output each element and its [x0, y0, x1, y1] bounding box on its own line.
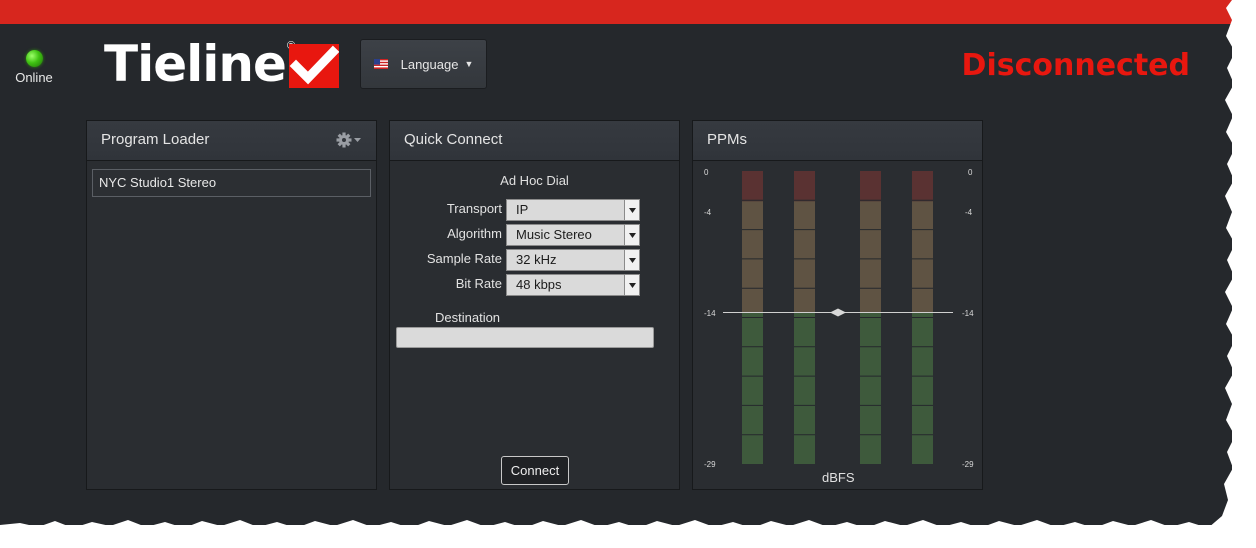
us-flag-icon — [373, 59, 388, 69]
algorithm-value: Music Stereo — [516, 227, 592, 242]
ppm-meter-bar-4 — [912, 171, 933, 202]
online-led-icon — [25, 50, 43, 67]
ppm-meter-bar-1 — [742, 201, 763, 313]
algorithm-row: Algorithm Music Stereo — [390, 223, 681, 247]
language-button-label: Language — [400, 56, 459, 72]
scale-right-minus29: -29 — [962, 460, 974, 469]
reference-marker-icon — [830, 308, 846, 317]
connect-button[interactable]: Connect — [501, 456, 569, 485]
sample-rate-value: 32 kHz — [516, 252, 557, 267]
chevron-down-icon[interactable] — [624, 200, 639, 220]
logo-text: Tieline — [104, 35, 287, 93]
chevron-down-icon[interactable] — [624, 250, 639, 270]
ppm-meter-bar-2 — [794, 171, 815, 202]
ppm-meter-bar-4 — [912, 201, 933, 313]
program-loader-panel: Program Loader NYC Studio1 Stereo — [86, 120, 377, 490]
algorithm-label: Algorithm — [447, 226, 502, 241]
ppm-meter-bar-2 — [794, 312, 815, 464]
ppm-meter-bar-2 — [794, 201, 815, 313]
destination-input[interactable] — [396, 327, 654, 348]
ppm-meter-bar-1 — [742, 171, 763, 202]
ppms-header: PPMs — [693, 121, 982, 161]
program-loader-header: Program Loader — [87, 121, 376, 161]
ppm-meter-bar-3 — [860, 171, 881, 202]
scale-left-minus29: -29 — [704, 460, 716, 469]
tieline-logo: Tieline ® — [104, 35, 340, 93]
online-status: Online — [12, 50, 56, 85]
transport-select[interactable]: IP — [506, 199, 640, 221]
scale-right-minus14: -14 — [962, 309, 974, 318]
ppm-meter-bar-1 — [742, 312, 763, 464]
ppm-meter-bar-4 — [912, 312, 933, 464]
quick-connect-header: Quick Connect — [390, 121, 679, 161]
scale-left-minus4: -4 — [704, 208, 712, 217]
chevron-down-icon[interactable] — [624, 275, 639, 295]
online-status-label: Online — [15, 70, 53, 85]
ppms-title: PPMs — [707, 131, 748, 148]
bit-rate-row: Bit Rate 48 kbps — [390, 273, 681, 297]
scale-left-0: 0 — [704, 168, 709, 177]
ppm-meter-graphic — [723, 171, 953, 464]
bit-rate-select[interactable]: 48 kbps — [506, 274, 640, 296]
scale-left-minus14: -14 — [704, 309, 716, 318]
ppms-panel: PPMs 0 -4 -14 -29 0 -4 -14 -29 dBFS — [692, 120, 983, 490]
logo-checkmark-icon — [289, 44, 340, 88]
language-button[interactable]: Language ▼ — [360, 39, 487, 89]
quick-connect-panel: Quick Connect Ad Hoc Dial Transport IP A… — [389, 120, 680, 490]
bit-rate-label: Bit Rate — [455, 276, 502, 291]
algorithm-select[interactable]: Music Stereo — [506, 224, 640, 246]
transport-row: Transport IP — [390, 198, 681, 222]
connection-status: Disconnected — [961, 48, 1190, 83]
ppm-meter-bar-3 — [860, 201, 881, 313]
ad-hoc-dial-label: Ad Hoc Dial — [500, 173, 569, 188]
destination-label: Destination — [435, 310, 501, 325]
program-list-item[interactable]: NYC Studio1 Stereo — [92, 169, 371, 197]
app-window: Online Tieline ® Language ▼ Disconnected… — [0, 0, 1232, 525]
gear-icon[interactable] — [336, 131, 362, 149]
sample-rate-label: Sample Rate — [426, 251, 502, 266]
scale-right-minus4: -4 — [965, 208, 973, 217]
ppm-meter-bar-3 — [860, 312, 881, 464]
dbfs-unit-label: dBFS — [822, 470, 855, 485]
quick-connect-title: Quick Connect — [404, 131, 503, 148]
bit-rate-value: 48 kbps — [516, 277, 562, 292]
transport-value: IP — [516, 202, 529, 217]
transport-label: Transport — [446, 201, 502, 216]
chevron-down-icon: ▼ — [464, 59, 474, 69]
ppm-meters: 0 -4 -14 -29 0 -4 -14 -29 dBFS — [693, 161, 982, 490]
sample-rate-select[interactable]: 32 kHz — [506, 249, 640, 271]
scale-right-0: 0 — [968, 168, 973, 177]
top-bar — [0, 0, 1232, 24]
program-loader-title: Program Loader — [101, 131, 210, 148]
sample-rate-row: Sample Rate 32 kHz — [390, 248, 681, 272]
chevron-down-icon[interactable] — [624, 225, 639, 245]
